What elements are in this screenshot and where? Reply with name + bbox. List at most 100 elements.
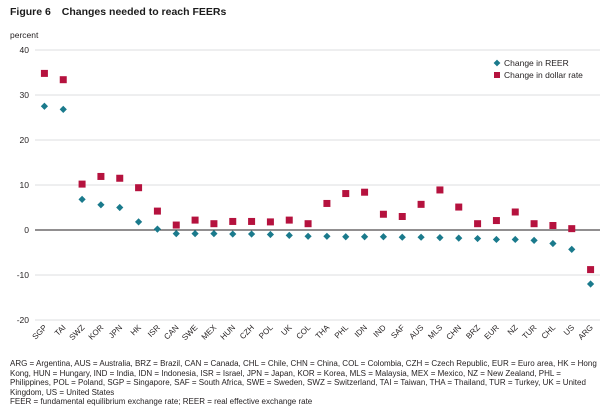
- dollar-rate-point: [266, 218, 274, 226]
- x-tick-label: MEX: [200, 323, 219, 342]
- dollar-rate-point: [191, 216, 199, 224]
- x-tick-label: EUR: [483, 323, 501, 341]
- reer-point: [549, 239, 557, 248]
- x-tick-label: PHL: [333, 323, 351, 341]
- reer-point: [455, 234, 463, 242]
- x-tick-label: CHL: [540, 323, 558, 341]
- dollar-rate-point: [40, 69, 48, 77]
- dollar-rate-point: [304, 220, 312, 228]
- dollar-rate-point: [229, 217, 237, 225]
- reer-point: [530, 236, 538, 244]
- reer-point: [342, 233, 350, 241]
- reer-point: [153, 225, 162, 233]
- dollar-rate-point: [455, 203, 463, 211]
- x-tick-label: SWZ: [68, 323, 87, 342]
- reer-point: [379, 233, 388, 241]
- reer-point: [210, 230, 218, 238]
- reer-point: [134, 218, 143, 226]
- x-tick-label: CAN: [162, 323, 180, 341]
- x-tick-label: IND: [372, 323, 388, 339]
- abbreviation-notes: ARG = Argentina, AUS = Australia, BRZ = …: [10, 359, 597, 397]
- x-tick-label: SWE: [180, 323, 199, 342]
- dollar-rate-point: [59, 76, 67, 84]
- y-tick-label: 10: [20, 180, 30, 190]
- reer-point: [191, 230, 199, 238]
- reer-point: [172, 230, 180, 238]
- reer-point: [398, 233, 406, 241]
- reer-point: [116, 203, 124, 212]
- x-tick-label: UK: [279, 323, 294, 338]
- dollar-rate-point: [530, 220, 538, 228]
- dollar-rate-point: [568, 225, 576, 233]
- x-tick-label: BRZ: [464, 323, 482, 341]
- x-tick-label: CHN: [445, 323, 464, 342]
- dollar-rate-point: [342, 190, 350, 198]
- dollar-rate-point: [511, 208, 519, 216]
- reer-point: [78, 195, 86, 203]
- dollar-rate-point: [436, 186, 444, 194]
- legend-label: Change in REER: [504, 58, 569, 68]
- reer-point: [511, 235, 519, 244]
- data-points: [40, 69, 595, 288]
- dollar-rate-point: [248, 217, 256, 225]
- legend-diamond-marker: [493, 59, 501, 67]
- y-axis-label: percent: [10, 30, 39, 40]
- legend-square-marker: [494, 72, 500, 78]
- y-tick-label: -20: [17, 315, 30, 325]
- x-tick-label: SAF: [389, 323, 406, 340]
- reer-point: [40, 102, 49, 110]
- dollar-rate-point: [417, 200, 425, 208]
- x-tick-label: HK: [129, 323, 144, 338]
- dollar-rate-point: [587, 266, 595, 274]
- y-tick-labels: -20 -10 0 10 20 30 40: [17, 45, 30, 325]
- dollar-rate-point: [153, 207, 161, 215]
- x-tick-label: CZH: [238, 323, 256, 341]
- y-tick-label: 0: [24, 225, 29, 235]
- reer-point: [229, 230, 237, 238]
- x-tick-label: JPN: [107, 323, 124, 340]
- reer-point: [323, 232, 331, 240]
- figure-title-text: Changes needed to reach FEERs: [61, 6, 227, 18]
- x-tick-label: NZ: [506, 323, 520, 337]
- x-tick-label: HUN: [219, 323, 238, 342]
- reer-point: [304, 232, 312, 240]
- x-tick-label: POL: [257, 323, 275, 341]
- reer-point: [247, 230, 256, 238]
- y-tick-label: 30: [20, 90, 30, 100]
- reer-point: [59, 105, 67, 113]
- x-tick-label: AUS: [407, 323, 425, 341]
- x-tick-label: ARG: [576, 323, 595, 342]
- x-tick-label: TAI: [53, 323, 68, 338]
- reer-point: [568, 245, 576, 253]
- reer-point: [492, 235, 501, 244]
- y-tick-label: 40: [20, 45, 30, 55]
- dollar-rate-point: [398, 213, 406, 220]
- x-tick-label: TUR: [520, 323, 538, 341]
- dollar-rate-point: [97, 172, 105, 180]
- dollar-rate-point: [379, 210, 387, 218]
- x-tick-label: US: [562, 323, 576, 337]
- dollar-rate-point: [135, 184, 143, 192]
- definition-note: FEER = fundamental equilibrium exchange …: [10, 397, 313, 406]
- x-tick-label: ISR: [146, 323, 162, 339]
- x-tick-label: KOR: [87, 323, 106, 342]
- reer-point: [360, 233, 369, 241]
- dollar-rate-point: [78, 180, 86, 188]
- y-tick-label: 20: [20, 135, 30, 145]
- x-tick-label: SGP: [31, 323, 49, 341]
- reer-point: [285, 231, 293, 239]
- legend: Change in REER Change in dollar rate: [493, 58, 583, 80]
- figure-title: Figure 6 Changes needed to reach FEERs: [10, 6, 226, 18]
- dollar-rate-point: [210, 220, 218, 228]
- reer-point: [417, 233, 425, 241]
- reer-point: [97, 201, 105, 209]
- reer-point: [586, 280, 595, 288]
- dollar-rate-point: [474, 220, 482, 228]
- reer-point: [473, 234, 482, 243]
- dollar-rate-point: [285, 216, 293, 224]
- dollar-rate-point: [172, 221, 180, 229]
- x-tick-label: COL: [294, 323, 312, 341]
- x-tick-labels: SGP TAI SWZ KOR JPN HK ISR CAN SWE MEX HUN CZH POL UK…: [31, 323, 595, 343]
- legend-label: Change in dollar rate: [504, 70, 583, 80]
